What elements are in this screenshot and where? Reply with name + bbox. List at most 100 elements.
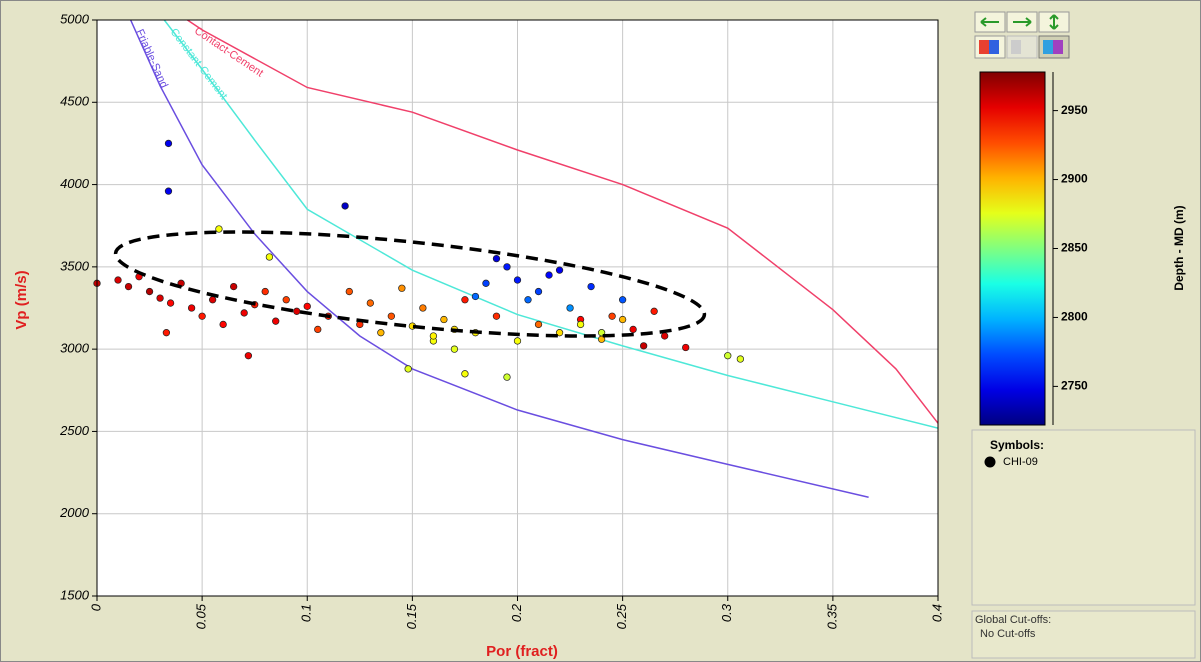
- data-point: [124, 282, 133, 291]
- data-point: [534, 287, 543, 296]
- data-point: [492, 254, 501, 263]
- legend-box: [971, 429, 1196, 606]
- data-point: [524, 296, 532, 304]
- curves: [129, 20, 938, 498]
- cutoff-box: [971, 610, 1196, 659]
- cutoff-title: Global Cut-offs:: [975, 614, 1051, 626]
- x-tick-label: 0.35: [824, 603, 839, 629]
- colorbar-tick-label: 2750: [1061, 379, 1088, 393]
- colorbar-tick-label: 2850: [1061, 241, 1088, 255]
- data-point: [661, 332, 669, 340]
- model-curve: [163, 20, 938, 429]
- data-point: [513, 276, 522, 284]
- data-point: [164, 139, 173, 148]
- legend-entry: CHI-09: [1003, 456, 1038, 468]
- data-point: [440, 315, 448, 324]
- colorbar-tick-label: 2950: [1061, 103, 1088, 117]
- toolbar[interactable]: [974, 11, 1070, 59]
- data-point: [404, 365, 412, 373]
- x-tick-label: 0.4: [929, 604, 944, 622]
- data-point: [419, 304, 427, 312]
- data-point: [145, 287, 154, 296]
- colorbar-title: Depth - MD (m): [1172, 205, 1186, 290]
- data-point: [215, 225, 223, 233]
- data-point: [261, 287, 269, 296]
- data-point: [629, 325, 637, 334]
- data-point: [377, 329, 385, 337]
- data-point: [471, 292, 480, 301]
- plot-border: [96, 19, 939, 597]
- model-curve: [186, 20, 938, 424]
- data-point: [587, 282, 595, 291]
- points: [93, 139, 745, 381]
- data-point: [265, 253, 274, 261]
- data-point: [398, 284, 406, 292]
- y-axis-title: Vp (m/s): [13, 270, 30, 329]
- colorbar-tick-label: 2900: [1061, 172, 1088, 186]
- x-axis-title: Por (fract): [486, 643, 558, 660]
- data-point: [345, 287, 353, 296]
- y-tick-label: 4000: [60, 176, 90, 191]
- data-point: [156, 294, 164, 302]
- data-point: [608, 312, 616, 320]
- x-tick-label: 0.15: [404, 603, 419, 629]
- data-point: [513, 337, 522, 345]
- data-point: [618, 296, 627, 304]
- data-point: [272, 317, 280, 325]
- y-tick-label: 5000: [60, 11, 90, 26]
- data-point: [682, 343, 690, 352]
- data-point: [545, 271, 553, 279]
- data-point: [303, 302, 311, 311]
- data-point: [534, 320, 543, 329]
- x-tick-label: 0.2: [509, 603, 524, 622]
- y-tick-label: 2500: [59, 423, 90, 438]
- data-point: [314, 325, 322, 334]
- colorbar: 2750 2800 2850 2900 2950: [979, 71, 1088, 426]
- data-point: [162, 329, 171, 337]
- data-point: [244, 352, 253, 360]
- x-tick-label: 0.3: [719, 603, 734, 622]
- y-tick-label: 1500: [60, 587, 90, 602]
- data-point: [164, 187, 173, 195]
- data-point: [503, 373, 511, 381]
- data-point: [198, 312, 206, 320]
- data-point: [461, 296, 469, 304]
- data-point: [503, 263, 511, 271]
- colorbar-scale: [979, 71, 1046, 426]
- y-tick-label: 2000: [59, 505, 90, 520]
- legend-title: Symbols:: [990, 438, 1044, 452]
- data-point: [482, 279, 490, 287]
- data-point: [618, 315, 627, 324]
- data-point: [187, 304, 196, 312]
- data-point: [366, 299, 374, 307]
- model-curve: [129, 20, 869, 498]
- data-point: [293, 307, 301, 315]
- data-point: [282, 296, 290, 304]
- data-point: [208, 296, 217, 304]
- data-point: [240, 309, 248, 317]
- data-point: [387, 312, 396, 320]
- y-tick-label: 3000: [60, 341, 90, 356]
- data-point: [640, 342, 648, 350]
- data-point: [576, 320, 585, 329]
- data-point: [724, 352, 732, 360]
- y-tick-label: 3500: [60, 258, 90, 273]
- data-point: [461, 370, 469, 378]
- x-tick-label: 0.1: [299, 604, 314, 622]
- data-point: [555, 266, 564, 274]
- data-point: [429, 332, 438, 340]
- data-point: [219, 320, 227, 329]
- x-tick-label: 0: [88, 603, 103, 611]
- data-point: [230, 282, 238, 291]
- data-point: [736, 355, 745, 363]
- legend-symbol: [984, 456, 996, 468]
- data-point: [341, 202, 349, 210]
- data-point: [166, 299, 175, 307]
- data-point: [566, 304, 574, 312]
- data-point: [492, 312, 501, 320]
- data-point: [114, 276, 122, 284]
- y-tick-label: 4500: [60, 94, 90, 109]
- data-point: [650, 307, 658, 315]
- x-tick-label: 0.25: [614, 603, 629, 629]
